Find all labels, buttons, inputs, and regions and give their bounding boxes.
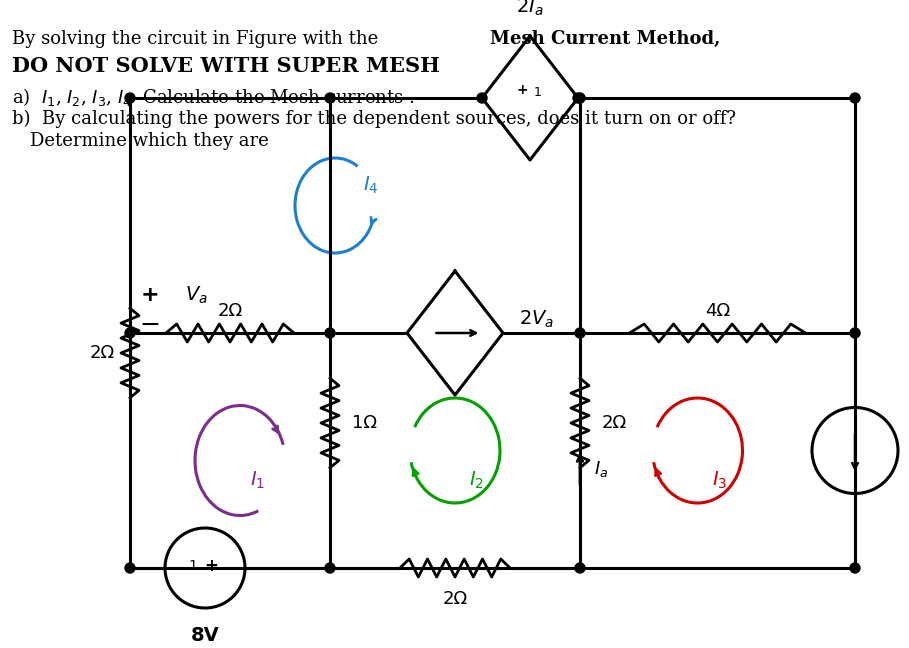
Circle shape	[850, 563, 860, 573]
Text: $I_4$: $I_4$	[363, 175, 378, 196]
Text: 1Ω: 1Ω	[352, 414, 377, 432]
Circle shape	[325, 93, 335, 103]
Text: $V_a$: $V_a$	[185, 284, 208, 306]
Text: −: −	[139, 313, 161, 337]
Circle shape	[325, 563, 335, 573]
Text: $I_2$: $I_2$	[470, 470, 484, 491]
Text: 2Ω: 2Ω	[89, 344, 115, 362]
Text: $I_a$: $I_a$	[594, 459, 608, 479]
Text: 1: 1	[534, 86, 542, 98]
Circle shape	[125, 328, 135, 338]
Circle shape	[850, 93, 860, 103]
Circle shape	[575, 93, 585, 103]
Circle shape	[850, 328, 860, 338]
Text: $I_1$: $I_1$	[251, 470, 265, 491]
Text: DO NOT SOLVE WITH SUPER MESH: DO NOT SOLVE WITH SUPER MESH	[12, 56, 440, 76]
Text: +: +	[204, 557, 218, 575]
Text: $2I_a$: $2I_a$	[516, 0, 544, 18]
Text: 8V: 8V	[191, 626, 219, 645]
Circle shape	[575, 563, 585, 573]
Text: 1: 1	[188, 559, 197, 573]
Text: +: +	[516, 83, 528, 97]
Circle shape	[125, 93, 135, 103]
Text: b)  By calculating the powers for the dependent sources, does it turn on or off?: b) By calculating the powers for the dep…	[12, 110, 736, 128]
Text: Mesh Current Method,: Mesh Current Method,	[490, 30, 720, 48]
Text: Determine which they are: Determine which they are	[30, 132, 269, 150]
Circle shape	[325, 328, 335, 338]
Circle shape	[575, 328, 585, 338]
Text: 2Ω: 2Ω	[443, 590, 467, 608]
Circle shape	[477, 93, 487, 103]
Circle shape	[125, 563, 135, 573]
Text: By solving the circuit in Figure with the: By solving the circuit in Figure with th…	[12, 30, 384, 48]
Text: a)  $I_1$, $I_2$, $I_3$, $I_4$  Calculate the Mesh currents .: a) $I_1$, $I_2$, $I_3$, $I_4$ Calculate …	[12, 86, 415, 108]
Circle shape	[573, 93, 583, 103]
Text: 2Ω: 2Ω	[602, 414, 627, 432]
Text: $I_3$: $I_3$	[712, 470, 727, 491]
Text: 2Ω: 2Ω	[217, 302, 243, 320]
Text: +: +	[141, 285, 159, 305]
Text: 4Ω: 4Ω	[705, 302, 730, 320]
Text: $2V_a$: $2V_a$	[519, 308, 554, 330]
